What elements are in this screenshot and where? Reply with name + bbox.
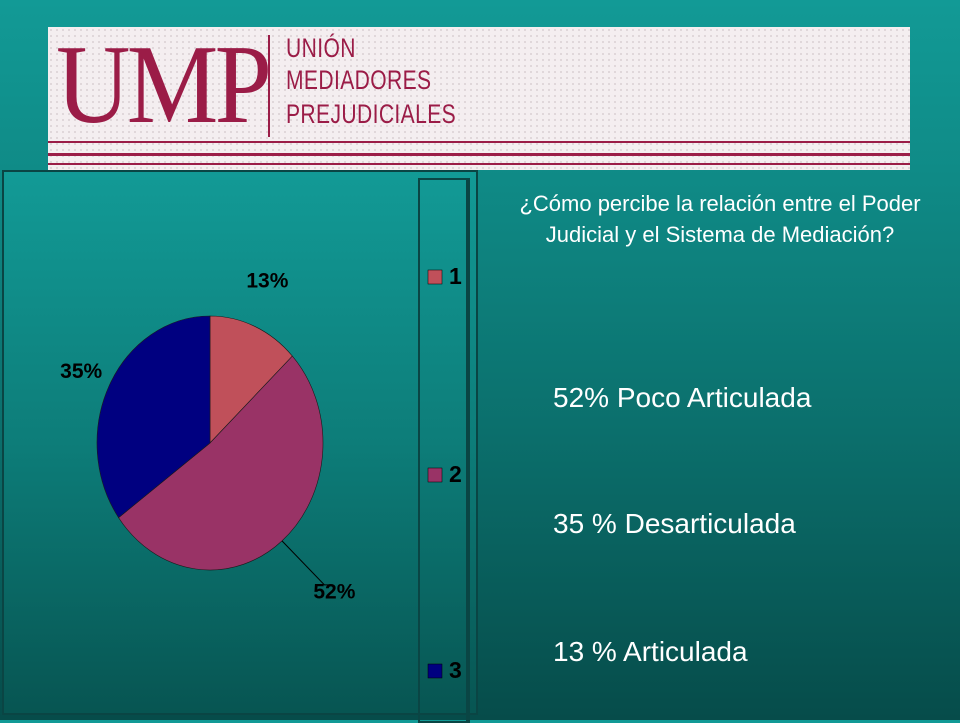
logo-line-prejudiciales: PREJUDICIALES xyxy=(286,99,457,129)
logo-line-mediadores: MEDIADORES xyxy=(286,65,432,95)
legend-label-2: 2 xyxy=(449,461,462,487)
summary-line-poco-articulada: 52% Poco Articulada xyxy=(553,382,812,413)
data-label-3: 35% xyxy=(60,360,102,383)
logo-divider xyxy=(268,35,270,137)
legend-swatch-2 xyxy=(427,467,443,483)
pie-slice-2 xyxy=(118,355,324,571)
logo-rule xyxy=(48,141,910,143)
logo-rule xyxy=(48,153,910,156)
summary-line-articulada: 13 % Articulada xyxy=(553,636,748,667)
summary-line-desarticulada: 35 % Desarticulada xyxy=(553,508,796,539)
data-label-1: 13% xyxy=(246,269,288,292)
logo-line-union: UNIÓN xyxy=(286,33,356,63)
logo-rule xyxy=(48,163,910,165)
legend-label-1: 1 xyxy=(449,263,462,289)
header-banner: UMP UNIÓN MEDIADORES PREJUDICIALES xyxy=(48,27,910,170)
legend-swatch-1 xyxy=(427,269,443,285)
legend-label-3: 3 xyxy=(449,657,462,683)
pie-slice-1 xyxy=(209,315,293,444)
logo-ump: UMP xyxy=(56,23,272,147)
question-text: ¿Cómo percibe la relación entre el Poder… xyxy=(519,191,921,247)
legend-swatch-3 xyxy=(427,663,443,679)
data-label-2: 52% xyxy=(313,580,355,603)
leader-line xyxy=(281,540,333,586)
pie-slice-3 xyxy=(96,315,211,519)
